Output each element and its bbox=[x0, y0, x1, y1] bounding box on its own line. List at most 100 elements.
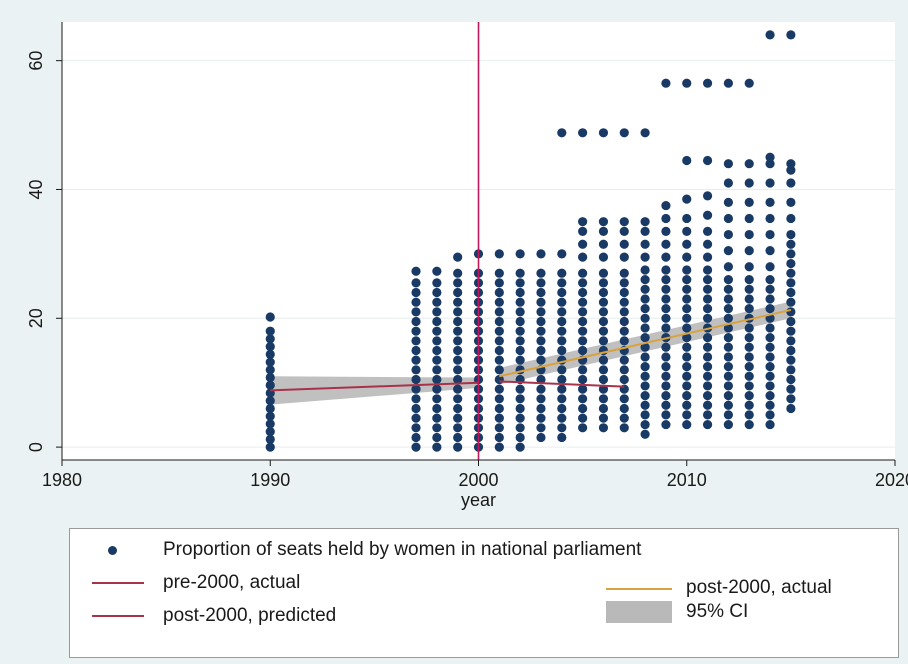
data-point bbox=[702, 275, 713, 285]
data-point bbox=[265, 342, 275, 352]
data-point bbox=[598, 384, 609, 394]
data-point bbox=[786, 239, 796, 249]
data-point bbox=[598, 278, 609, 288]
data-point bbox=[265, 334, 275, 344]
data-point bbox=[515, 403, 525, 414]
data-point bbox=[723, 381, 734, 391]
fit-lines bbox=[270, 308, 792, 392]
data-point bbox=[661, 400, 671, 410]
data-point bbox=[640, 333, 650, 343]
x-tick-label: 2000 bbox=[458, 470, 498, 490]
data-point bbox=[515, 326, 525, 336]
data-point bbox=[723, 390, 734, 401]
data-point bbox=[765, 342, 775, 352]
data-point bbox=[744, 178, 754, 188]
data-point bbox=[744, 400, 754, 410]
data-point bbox=[557, 432, 567, 443]
data-point bbox=[515, 297, 525, 307]
data-point bbox=[786, 316, 796, 327]
data-point bbox=[411, 287, 421, 298]
data-point bbox=[453, 278, 463, 288]
data-point bbox=[744, 390, 754, 401]
data-point bbox=[432, 413, 442, 423]
data-point bbox=[557, 249, 567, 259]
data-point bbox=[578, 316, 588, 327]
data-point bbox=[494, 249, 504, 259]
data-point bbox=[744, 213, 754, 224]
data-point bbox=[744, 246, 754, 256]
data-point bbox=[411, 423, 421, 433]
data-point bbox=[619, 287, 629, 298]
data-point bbox=[682, 226, 692, 236]
data-point bbox=[682, 213, 692, 224]
data-point bbox=[619, 403, 629, 414]
data-point bbox=[578, 336, 588, 346]
data-point bbox=[682, 419, 692, 430]
data-point bbox=[661, 390, 671, 401]
data-point bbox=[619, 326, 629, 336]
data-point bbox=[640, 429, 650, 439]
data-point bbox=[682, 371, 692, 381]
data-point bbox=[598, 268, 609, 278]
data-point bbox=[411, 326, 421, 336]
data-point bbox=[432, 307, 442, 317]
data-point bbox=[578, 365, 588, 375]
data-point bbox=[702, 381, 713, 391]
data-point bbox=[432, 432, 442, 443]
data-point bbox=[786, 297, 796, 307]
data-point bbox=[557, 128, 567, 138]
data-point bbox=[723, 400, 734, 410]
data-point bbox=[515, 345, 525, 356]
data-point bbox=[619, 365, 629, 375]
data-point bbox=[661, 362, 671, 372]
data-point bbox=[619, 239, 629, 249]
data-point bbox=[598, 413, 609, 423]
data-point bbox=[515, 268, 525, 278]
legend-line-post-predicted bbox=[92, 615, 144, 617]
data-point bbox=[744, 362, 754, 372]
data-point bbox=[682, 381, 692, 391]
data-point bbox=[265, 357, 275, 367]
data-point bbox=[744, 275, 754, 285]
data-point bbox=[619, 374, 629, 385]
data-point bbox=[619, 394, 629, 404]
data-point bbox=[744, 262, 754, 272]
data-point bbox=[640, 294, 650, 304]
data-point bbox=[744, 419, 754, 430]
data-point bbox=[682, 313, 692, 323]
data-point bbox=[765, 410, 775, 420]
data-point bbox=[661, 410, 671, 420]
data-point bbox=[536, 355, 546, 365]
data-point bbox=[786, 30, 796, 40]
data-point bbox=[786, 178, 796, 188]
data-point bbox=[578, 217, 588, 227]
data-point bbox=[536, 287, 546, 298]
data-point bbox=[744, 78, 754, 88]
data-point bbox=[661, 294, 671, 304]
data-point bbox=[723, 352, 734, 362]
data-point bbox=[640, 217, 650, 227]
data-point bbox=[536, 297, 546, 307]
data-point bbox=[494, 355, 504, 365]
data-point bbox=[786, 345, 796, 356]
data-point bbox=[765, 390, 775, 401]
data-point bbox=[453, 287, 463, 298]
data-point bbox=[432, 394, 442, 404]
data-point bbox=[744, 197, 754, 207]
data-point bbox=[682, 400, 692, 410]
data-point bbox=[619, 252, 629, 262]
data-point bbox=[598, 217, 609, 227]
y-tick-label: 20 bbox=[26, 308, 46, 328]
data-point bbox=[432, 442, 442, 452]
data-point bbox=[411, 278, 421, 288]
data-point bbox=[640, 252, 650, 262]
data-point bbox=[661, 200, 671, 211]
data-point bbox=[744, 371, 754, 381]
data-point bbox=[494, 384, 504, 394]
data-point bbox=[536, 374, 546, 385]
data-point bbox=[640, 410, 650, 420]
data-point bbox=[515, 355, 525, 365]
data-point bbox=[682, 275, 692, 285]
data-point bbox=[765, 352, 775, 362]
